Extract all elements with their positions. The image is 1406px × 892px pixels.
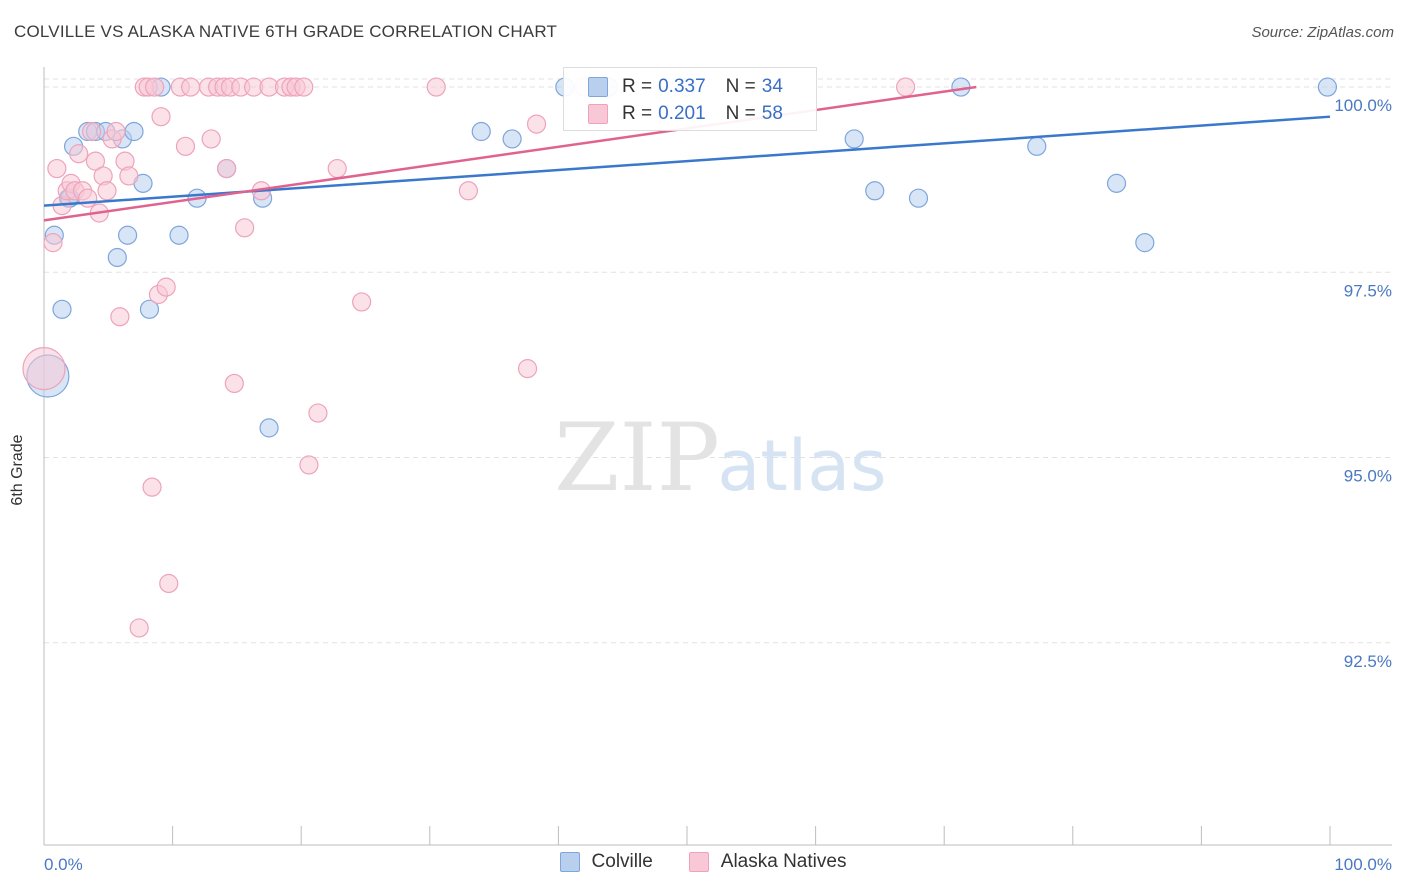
legend-row-colville: R = 0.337 N = 34 bbox=[588, 75, 783, 99]
colville-point bbox=[117, 225, 138, 245]
legend-label: Colville bbox=[591, 851, 653, 872]
n-label: N = bbox=[725, 103, 756, 124]
colville-point bbox=[259, 418, 279, 438]
legend-item-alaska-natives[interactable]: Alaska Natives bbox=[688, 851, 847, 873]
y-tick-label: 97.5% bbox=[1344, 281, 1392, 300]
alaska-natives-swatch bbox=[688, 852, 709, 872]
alaska-natives-point bbox=[181, 77, 201, 97]
x-tick-label: 0.0% bbox=[44, 855, 83, 874]
alaska-natives-swatch bbox=[588, 104, 608, 124]
colville-point bbox=[1106, 173, 1127, 193]
alaska-natives-point bbox=[110, 307, 130, 327]
colville-point bbox=[1135, 233, 1155, 253]
chart-title: COLVILLE VS ALASKA NATIVE 6TH GRADE CORR… bbox=[14, 22, 558, 41]
alaska-natives-point bbox=[151, 107, 171, 127]
n-value: 58 bbox=[761, 103, 783, 124]
r-value: 0.337 bbox=[658, 76, 706, 97]
x-tick-label: 100.0% bbox=[1334, 855, 1392, 874]
alaska-natives-point bbox=[78, 188, 98, 208]
colville-point bbox=[502, 129, 522, 149]
alaska-natives-point bbox=[426, 77, 446, 97]
colville-point bbox=[471, 121, 491, 142]
watermark: ZIP atlas bbox=[554, 404, 886, 513]
colville-point bbox=[865, 181, 885, 201]
colville-point bbox=[951, 77, 971, 97]
colville-point bbox=[124, 121, 144, 142]
y-tick-label: 92.5% bbox=[1344, 652, 1392, 671]
legend-row-alaska-natives: R = 0.201 N = 58 bbox=[588, 102, 783, 126]
colville-point bbox=[908, 188, 929, 208]
alaska-natives-point bbox=[144, 77, 165, 97]
alaska-natives-point bbox=[159, 573, 179, 594]
alaska-natives-point bbox=[294, 77, 314, 97]
alaska-natives-point bbox=[142, 477, 162, 497]
alaska-natives-point bbox=[175, 136, 196, 156]
watermark-atlas: atlas bbox=[717, 425, 886, 507]
y-tick-label: 100.0% bbox=[1334, 96, 1392, 115]
alaska-natives-point bbox=[129, 618, 149, 638]
n-value: 34 bbox=[761, 76, 783, 97]
gridlines bbox=[44, 78, 1392, 644]
data-points bbox=[22, 77, 1338, 638]
n-label: N = bbox=[725, 76, 756, 97]
alaska-natives-point bbox=[201, 129, 221, 149]
alaska-natives-point bbox=[517, 359, 538, 379]
alaska-natives-point bbox=[156, 277, 176, 297]
r-label: R = bbox=[622, 103, 653, 124]
alaska-natives-point bbox=[352, 292, 372, 312]
alaska-natives-point bbox=[81, 121, 102, 142]
r-label: R = bbox=[622, 76, 653, 97]
alaska-natives-point bbox=[299, 455, 319, 475]
colville-point bbox=[1027, 136, 1047, 156]
alaska-natives-point bbox=[896, 77, 916, 97]
colville-point bbox=[169, 225, 189, 245]
colville-point bbox=[1317, 77, 1338, 97]
alaska-natives-point bbox=[97, 181, 117, 201]
colville-swatch bbox=[559, 852, 580, 872]
source-label: Source: ZipAtlas.com bbox=[1251, 24, 1394, 41]
trend-lines bbox=[43, 85, 1331, 222]
correlation-legend: R = 0.337 N = 34 R = 0.201 N = 58 bbox=[563, 67, 817, 131]
series-legend: Colville Alaska Natives bbox=[0, 851, 1406, 873]
alaska-natives-point bbox=[85, 151, 106, 171]
colville-point bbox=[139, 299, 160, 319]
alaska-natives-point bbox=[43, 233, 63, 253]
alaska-natives-point bbox=[235, 218, 255, 238]
y-tick-label: 95.0% bbox=[1344, 467, 1392, 486]
alaska-natives-point bbox=[106, 121, 126, 142]
alaska-natives-point bbox=[69, 144, 89, 164]
alaska-natives-point bbox=[22, 347, 66, 391]
alaska-natives-point bbox=[217, 158, 237, 179]
colville-point bbox=[52, 299, 72, 319]
axes bbox=[43, 67, 1392, 846]
tick-labels: 100.0% 97.5% 95.0% 92.5% 0.0% 100.0% bbox=[44, 96, 1392, 874]
alaska-natives-point bbox=[308, 403, 328, 423]
legend-item-colville[interactable]: Colville bbox=[559, 851, 653, 873]
colville-point bbox=[844, 129, 864, 149]
colville-point bbox=[107, 247, 127, 268]
r-value: 0.201 bbox=[658, 103, 706, 124]
legend-label: Alaska Natives bbox=[720, 851, 847, 872]
watermark-zip: ZIP bbox=[554, 404, 720, 513]
alaska-natives-point bbox=[327, 158, 347, 179]
alaska-natives-trend-line bbox=[43, 85, 977, 222]
alaska-natives-point bbox=[119, 166, 139, 186]
colville-swatch bbox=[588, 77, 608, 97]
alaska-natives-point bbox=[526, 114, 547, 134]
alaska-natives-point bbox=[224, 373, 244, 394]
y-axis-title: 6th Grade bbox=[9, 434, 26, 506]
alaska-natives-point bbox=[458, 181, 478, 201]
alaska-natives-point bbox=[47, 158, 67, 179]
